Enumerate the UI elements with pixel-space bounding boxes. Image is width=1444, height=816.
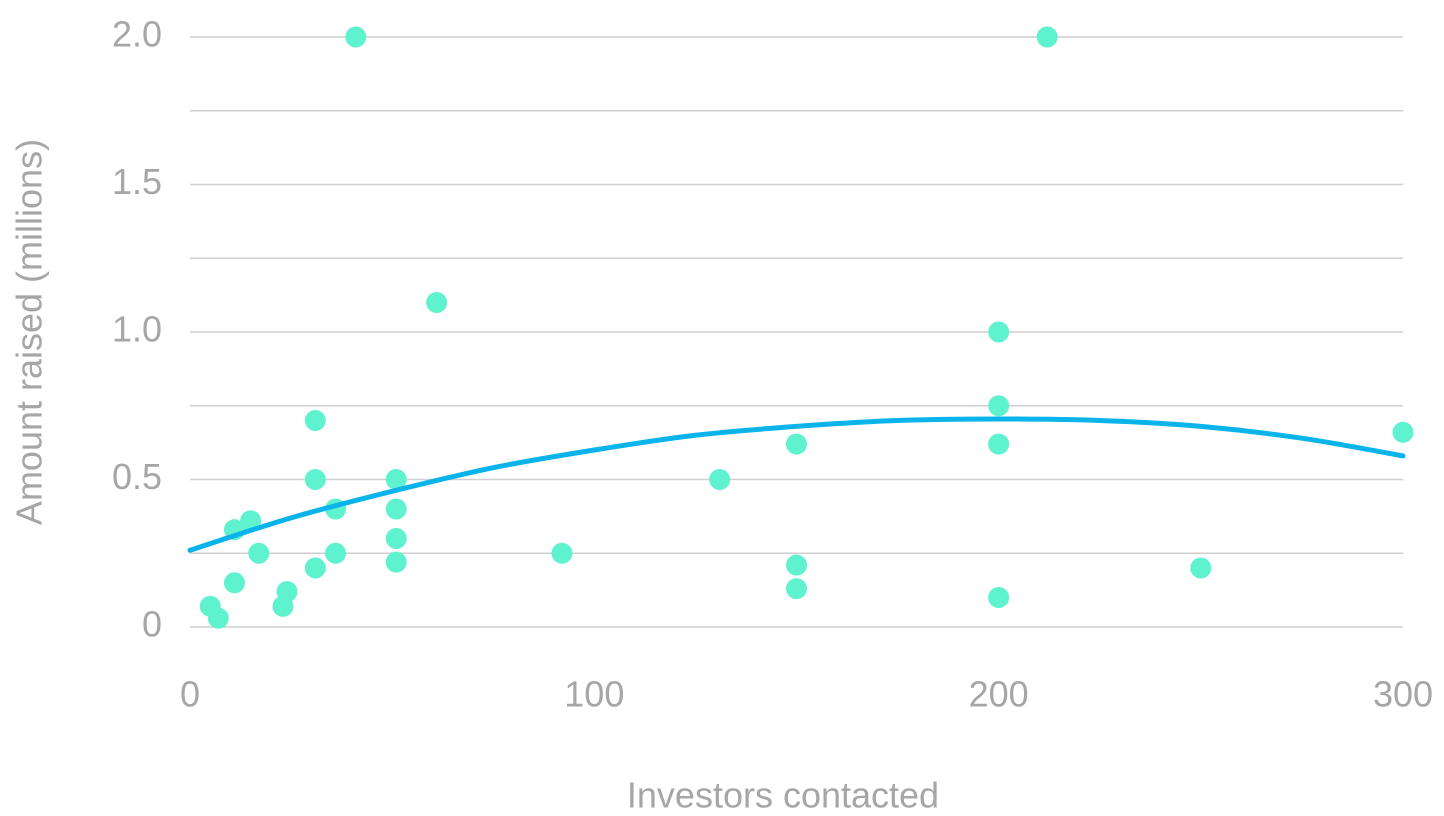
point (248, 542, 270, 564)
point (786, 433, 807, 455)
point (304, 410, 326, 431)
point (786, 578, 807, 600)
trend-line (187, 416, 1406, 553)
y-axis-title: Amount raised (millions) (9, 139, 50, 525)
point (1392, 421, 1414, 443)
y-tick-label: 1.5 (112, 161, 162, 202)
x-tick-label: 100 (564, 674, 624, 715)
point (304, 557, 326, 579)
point (223, 572, 245, 594)
point (1190, 557, 1212, 579)
x-tick-label: 300 (1373, 674, 1433, 715)
y-tick-label: 2.0 (112, 14, 162, 55)
point (385, 551, 407, 573)
point (988, 321, 1010, 343)
point (551, 542, 573, 564)
x-tick-label: 0 (180, 674, 200, 715)
point (988, 433, 1010, 455)
x-tick-label: 200 (969, 674, 1029, 715)
point (988, 587, 1010, 608)
point (345, 26, 367, 48)
y-tick-label: 1.0 (112, 309, 162, 350)
point (385, 498, 407, 520)
point (426, 292, 448, 313)
y-tick-label: 0 (142, 604, 162, 645)
x-axis-title: Investors contacted (627, 775, 939, 816)
point (325, 542, 347, 564)
point (304, 469, 326, 490)
point (276, 581, 298, 603)
point (385, 469, 407, 490)
point (709, 469, 731, 490)
point (240, 510, 262, 532)
point (786, 554, 807, 576)
y-tick-label: 0.5 (112, 456, 162, 497)
point (207, 607, 229, 629)
point (988, 395, 1010, 417)
point (1036, 26, 1058, 48)
point (385, 528, 407, 549)
